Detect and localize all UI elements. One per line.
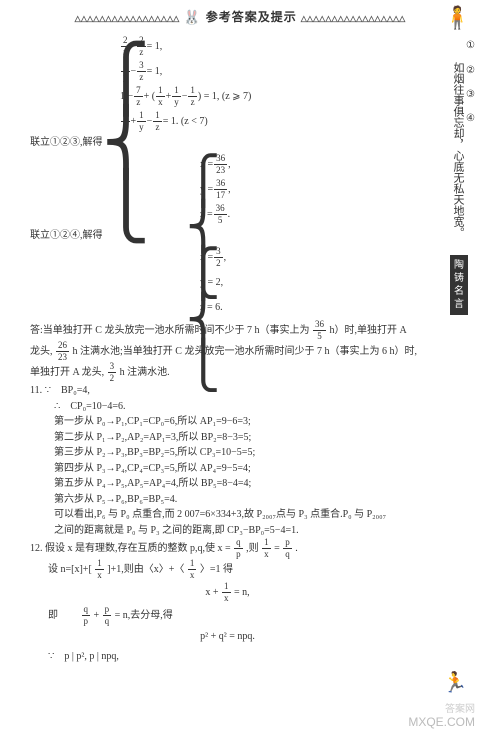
answer-block: 答:当单独打开 C 龙头放完一池水所需时间不少于 7 h（事实上为 365 h）… [30,320,425,383]
lianli-1: 联立①②③,解得 [30,135,425,150]
equation-system-1: ⎧⎨⎩ 2x − 2z = 1, 3y − 3z = 1, 1 − 7z + (… [120,35,425,132]
eq-label-1: ① [466,38,475,53]
sidebar-badge: 陶铸名言 [450,255,468,315]
deco-right: △△△△△△△△△△△△△△△△△ [301,14,406,23]
lianli-2: 联立①②④,解得 [30,228,425,243]
header-title: 参考答案及提示 [206,10,297,24]
eq-label-3: ③ [466,87,475,102]
brace-icon: ⎧⎨⎩ [102,47,150,239]
bunny-icon: 🐰 [183,10,201,27]
deco-left: △△△△△△△△△△△△△△△△△ [75,14,180,23]
question-12: 12. 假设 x 是有理数,存在互质的整数 p,q,使 x = qp ,则 1x… [30,538,425,666]
watermark-1: 答案网 [445,700,475,715]
page-header: △△△△△△△△△△△△△△△△△ 🐰 参考答案及提示 △△△△△△△△△△△△… [30,8,450,27]
watermark-2: MXQE.COM [408,715,475,729]
solution-1: ⎧⎨⎩ x = 3623, y = 3617, z = 365. [200,153,425,225]
eq-label-2: ② [466,63,475,78]
brace-icon: ⎧⎨⎩ [186,251,221,389]
eq-label-4: ④ [466,111,475,126]
question-11: 11. ∵ BP₀=4, ∴ CP₀=10−4=6. 第一步从 P₀→P₁,CP… [30,383,425,538]
solution-2: ⎧⎨⎩ x = 32, y = 2, z = 6. [200,246,425,318]
main-content: ⎧⎨⎩ 2x − 2z = 1, 3y − 3z = 1, 1 − 7z + (… [30,35,425,666]
sidebar-quote: 如烟往事俱忘却，心底无私天地宽。 [451,55,465,245]
